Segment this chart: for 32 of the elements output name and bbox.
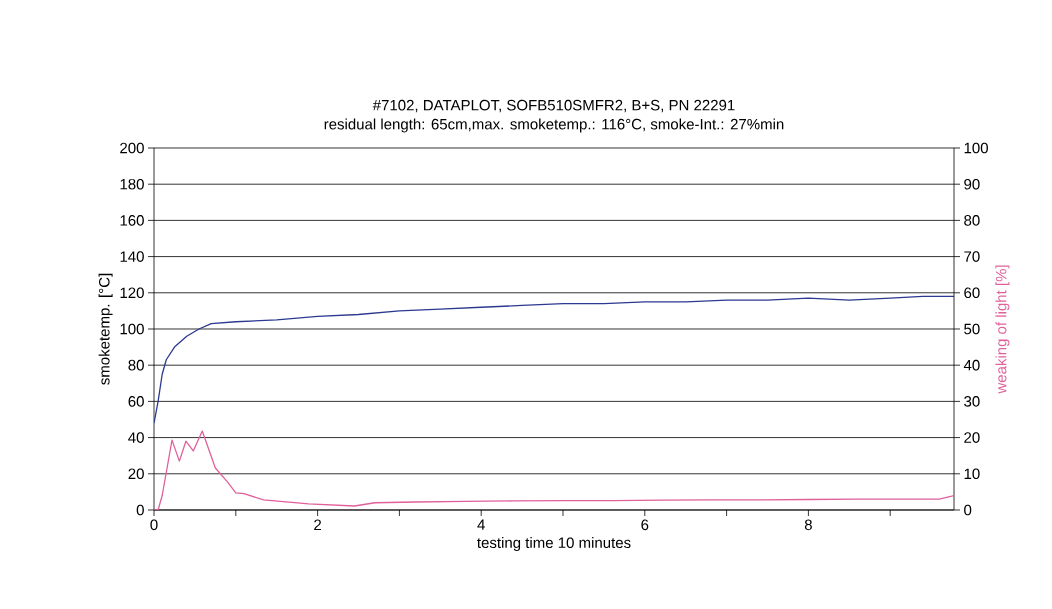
y2-tick-label: 10 xyxy=(964,468,980,480)
y-tick-label: 180 xyxy=(120,178,144,190)
y2-tick-label: 90 xyxy=(964,178,980,190)
y2-tick-label: 0 xyxy=(964,504,972,516)
chart-subtitle: residual length: 65cm,max. smoketemp.: 116°C, smoke-Int.: 27%min xyxy=(324,118,784,133)
y-axis-title: smoketemp. [°C] xyxy=(98,273,113,385)
y2-tick-label: 100 xyxy=(964,142,988,154)
y2-tick-label: 40 xyxy=(963,359,980,371)
x-tick-label: 2 xyxy=(314,519,322,530)
y-tick-label: 100 xyxy=(120,323,144,335)
y-tick-label: 120 xyxy=(120,287,144,299)
y2-tick-label: 30 xyxy=(964,396,980,407)
y-tick-label: 80 xyxy=(128,359,144,371)
x-tick-label: 4 xyxy=(477,519,485,530)
y-tick-label: 160 xyxy=(120,215,144,226)
y-tick-label: 40 xyxy=(128,432,144,443)
y2-tick-label: 80 xyxy=(964,215,980,226)
y2-axis-title: weaking of light [%] xyxy=(995,265,1010,394)
y-tick-label: 20 xyxy=(128,468,144,480)
y2-tick-label: 50 xyxy=(964,323,980,335)
chart-title: #7102, DATAPLOT, SOFB510SMFR2, B+S, PN 22291 xyxy=(372,99,735,113)
x-axis-title: testing time 10 minutes xyxy=(477,537,631,551)
y-tick-label: 0 xyxy=(136,504,144,516)
y2-tick-label: 60 xyxy=(964,287,980,299)
x-tick-label: 0 xyxy=(150,519,158,531)
y2-tick-label: 70 xyxy=(964,251,980,262)
y2-tick-label: 20 xyxy=(964,432,980,443)
x-tick-label: 8 xyxy=(804,519,812,531)
y-tick-label: 140 xyxy=(120,251,144,262)
y-tick-label: 60 xyxy=(128,396,144,407)
y-tick-label: 200 xyxy=(120,142,144,154)
x-tick-label: 6 xyxy=(641,519,649,531)
